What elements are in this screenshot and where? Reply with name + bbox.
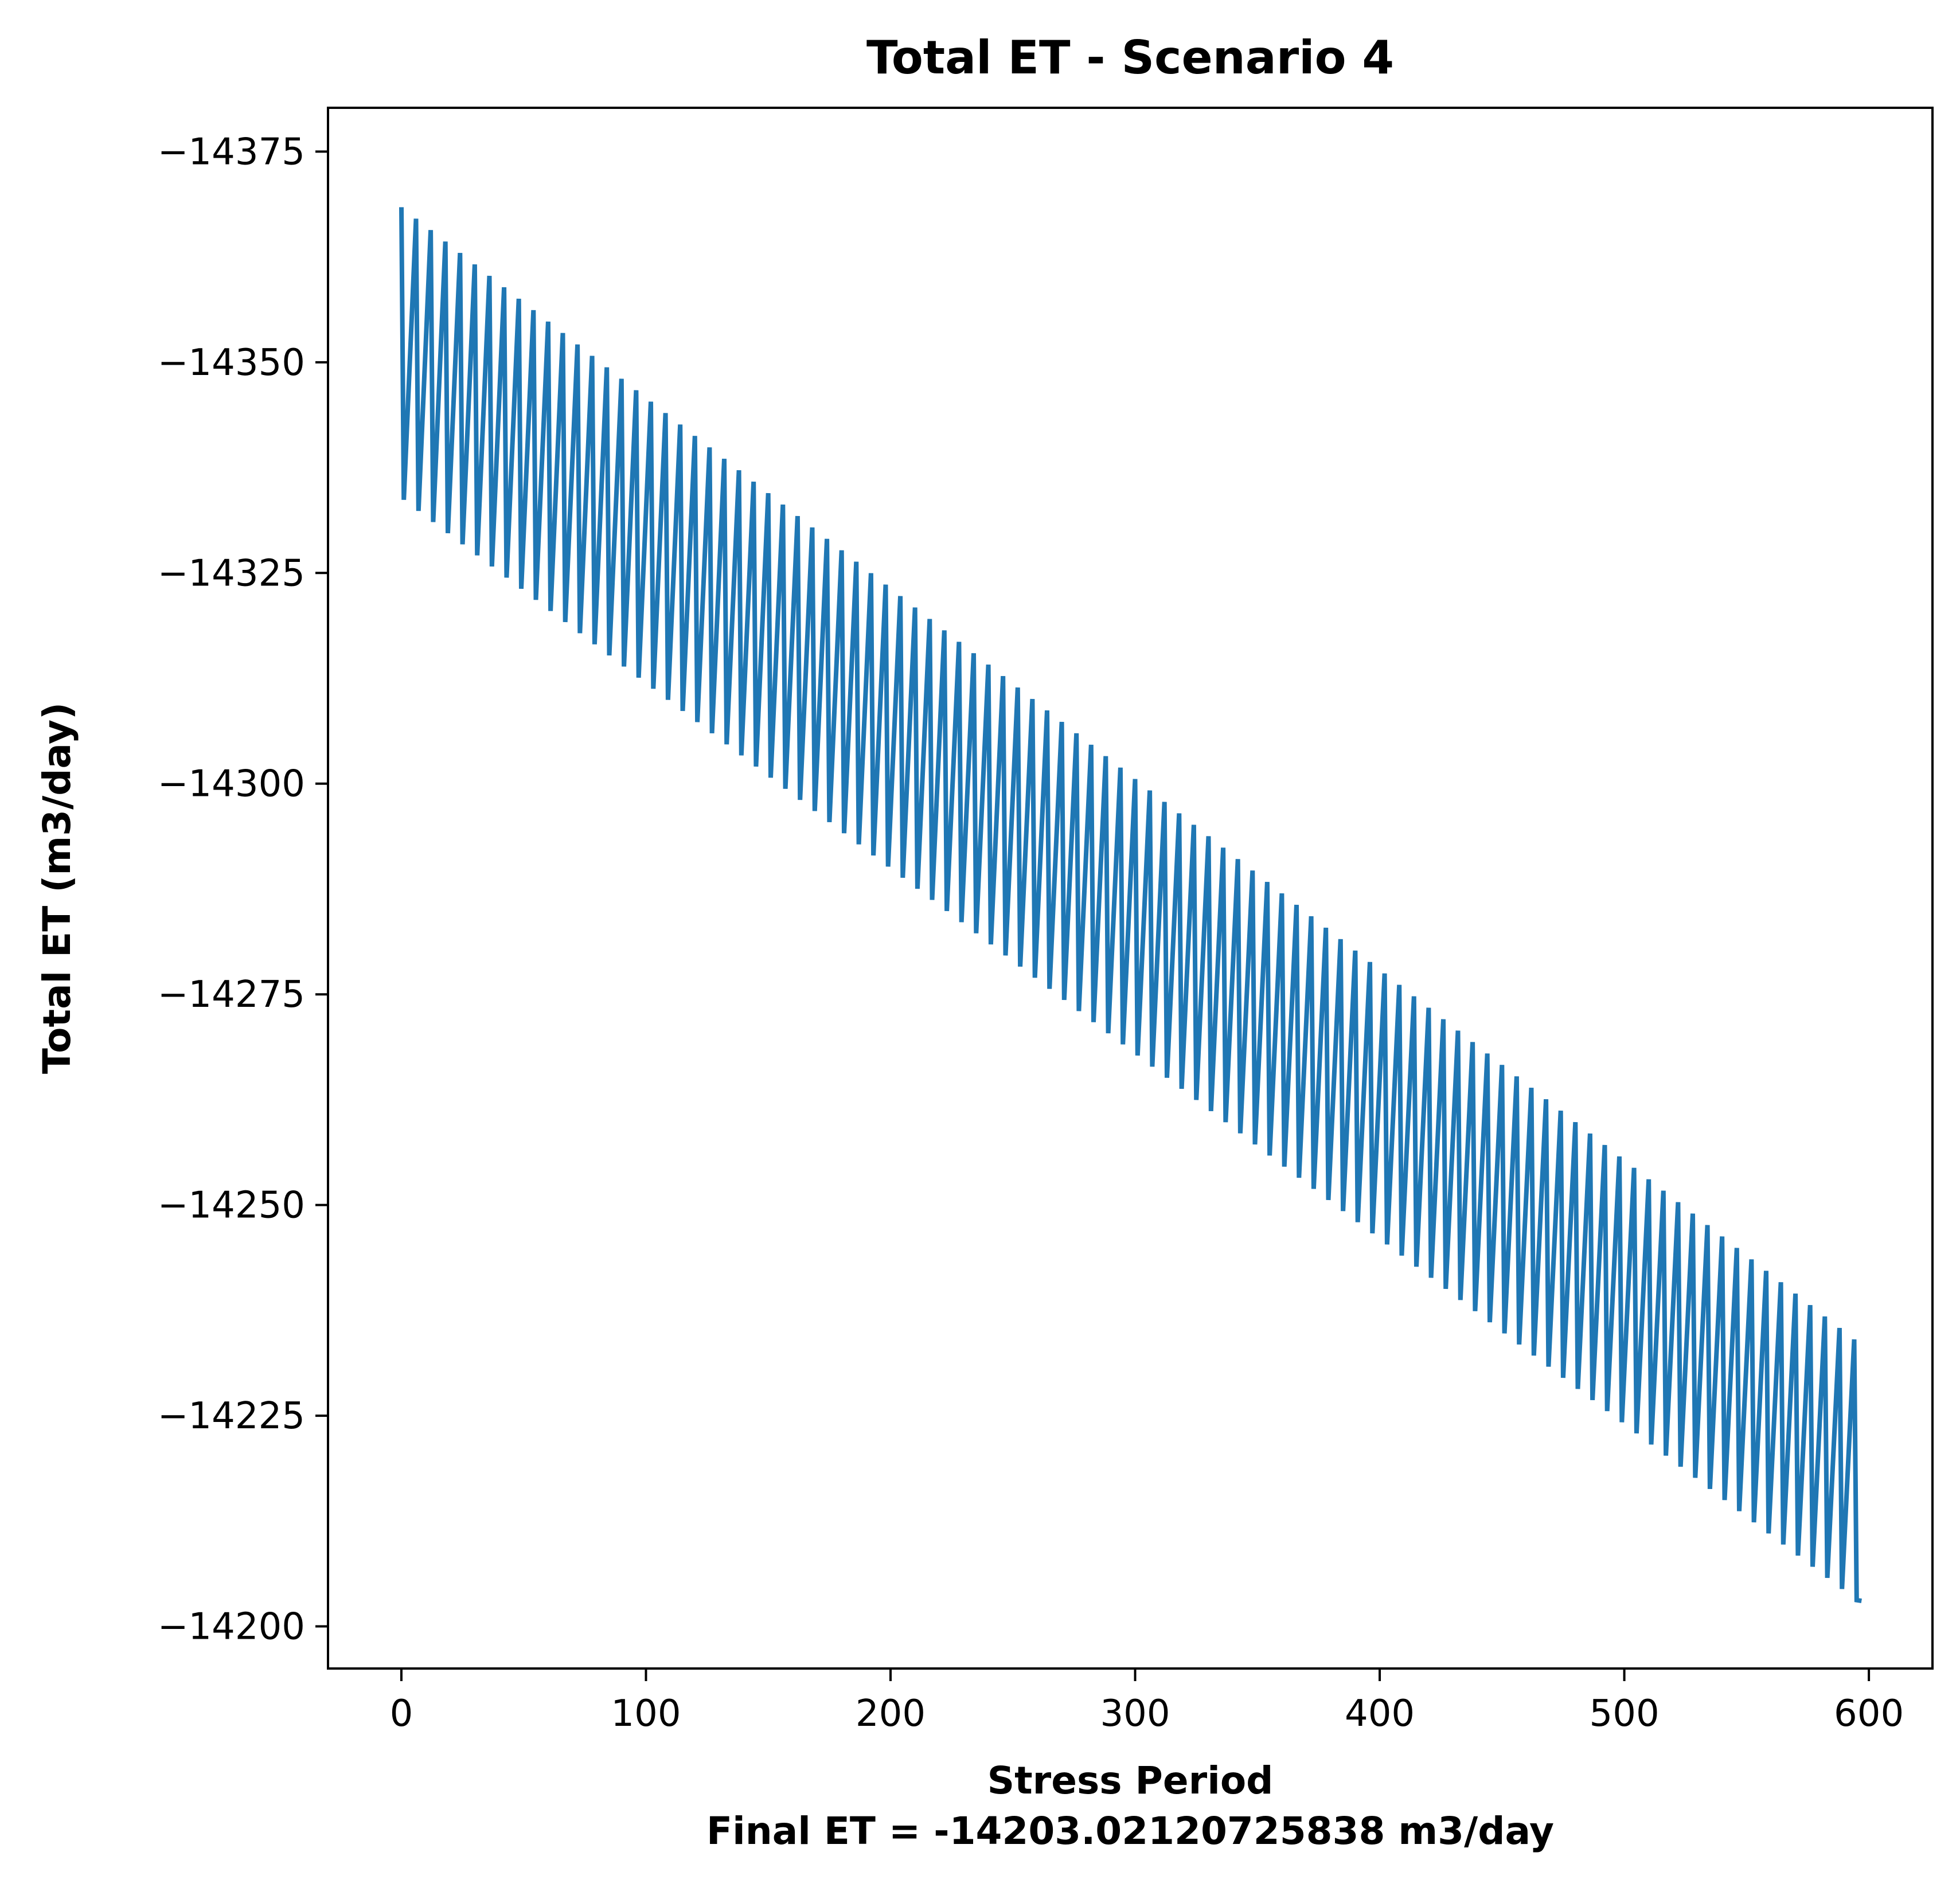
y-tick-label: −14200 <box>158 1606 305 1648</box>
y-tick-label: −14325 <box>158 552 305 595</box>
x-tick-label: 100 <box>611 1693 681 1735</box>
y-tick-label: −14300 <box>158 763 305 806</box>
y-tick-label: −14275 <box>158 974 305 1016</box>
x-tick-label: 200 <box>856 1693 926 1735</box>
x-tick-label: 600 <box>1834 1693 1904 1735</box>
y-tick-label: −14225 <box>158 1395 305 1437</box>
final-et-note: Final ET = -14203.02120725838 m3/day <box>706 1809 1554 1853</box>
y-tick-label: −14350 <box>158 342 305 384</box>
y-tick-label: −14250 <box>158 1185 305 1227</box>
series-line <box>399 207 1862 1604</box>
plot-frame <box>327 107 1934 1670</box>
x-tick-label: 0 <box>390 1693 413 1735</box>
x-tick-label: 400 <box>1345 1693 1415 1735</box>
x-axis-label: Stress Period <box>987 1759 1274 1803</box>
x-axis: 0 100 200 300 400 500 600 <box>390 1669 1904 1735</box>
x-tick-label: 300 <box>1100 1693 1170 1735</box>
chart-title: Total ET - Scenario 4 <box>866 31 1394 84</box>
y-axis: −14375 −14350 −14325 −14300 −14275 −14250 −142… <box>158 131 328 1648</box>
y-tick-label: −14375 <box>158 131 305 173</box>
y-axis-label: Total ET (m3/day) <box>35 702 79 1074</box>
x-tick-label: 500 <box>1590 1693 1660 1735</box>
